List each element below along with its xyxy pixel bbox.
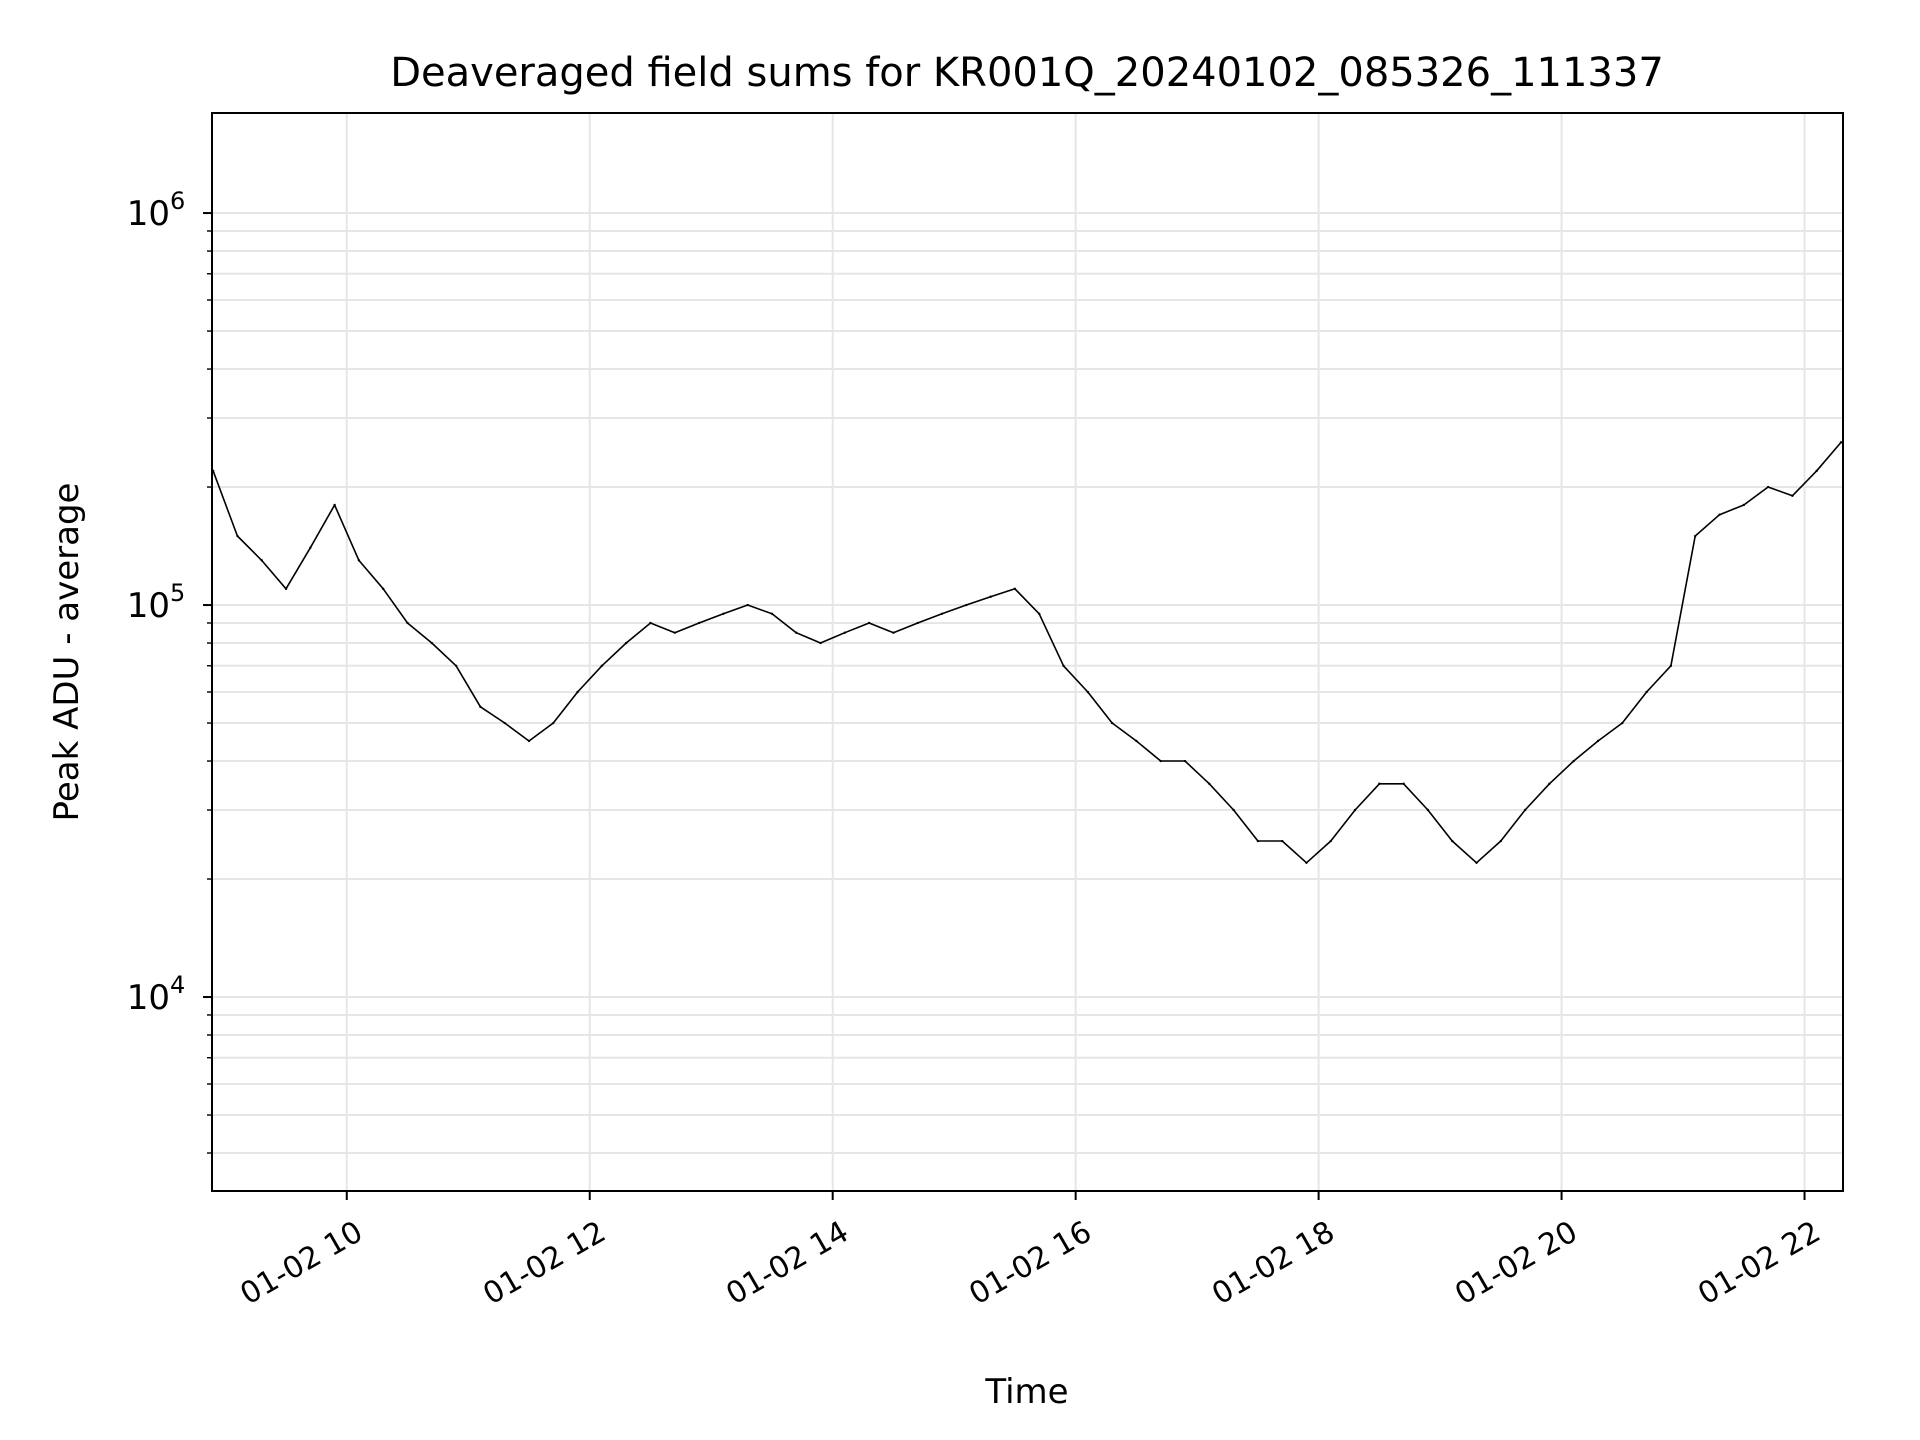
grid <box>212 113 1843 1191</box>
data-point <box>1621 721 1624 725</box>
data-point <box>1062 664 1065 667</box>
data-point <box>333 503 336 507</box>
data-point <box>454 664 458 667</box>
data-point <box>1548 782 1551 785</box>
data-point <box>1475 861 1478 865</box>
data-point <box>1086 690 1090 694</box>
data-point <box>1693 534 1697 538</box>
data-point <box>382 587 385 591</box>
data-point <box>1353 808 1357 812</box>
data-point <box>552 721 555 725</box>
data-point <box>576 690 579 694</box>
data-point <box>1305 861 1308 865</box>
data-point <box>1718 513 1721 516</box>
data-point <box>1791 494 1794 497</box>
data-point <box>1815 469 1818 473</box>
data-point <box>649 621 652 625</box>
data-point <box>1208 782 1211 785</box>
data-point <box>236 534 239 538</box>
data-point <box>1523 808 1527 812</box>
data-point <box>260 559 263 562</box>
data-point <box>1645 690 1648 694</box>
data-point <box>1329 839 1332 843</box>
chart-title: Deaveraged field sums for KR001Q_2024010… <box>390 50 1664 96</box>
data-point <box>1256 839 1260 843</box>
data-point <box>940 612 944 615</box>
y-tick-label: 106 <box>127 187 186 234</box>
data-point <box>867 621 871 625</box>
x-axis-label: Time <box>984 1372 1068 1412</box>
data-point <box>1572 759 1575 763</box>
data-point <box>795 631 798 634</box>
data-point <box>746 603 749 607</box>
data-point <box>527 739 531 743</box>
data-point <box>430 641 434 645</box>
data-point <box>1839 441 1843 444</box>
data-point <box>624 641 628 645</box>
data-point <box>1110 721 1114 725</box>
data-point <box>697 621 701 625</box>
data-point <box>1451 839 1454 843</box>
data-point <box>819 641 822 645</box>
data-point <box>479 705 482 709</box>
data-point <box>965 603 968 607</box>
y-tick-label: 105 <box>127 579 186 626</box>
data-point <box>673 631 676 634</box>
data-point <box>989 595 992 598</box>
data-point <box>1378 782 1381 785</box>
data-point <box>600 664 604 667</box>
data-point <box>1013 587 1017 591</box>
data-point <box>1499 839 1503 843</box>
data-point <box>309 546 312 549</box>
data-point <box>1766 485 1770 489</box>
series-line <box>211 441 1843 865</box>
series-path-0 <box>212 441 1842 864</box>
data-point <box>770 612 774 615</box>
data-point <box>892 631 895 634</box>
data-point <box>1742 503 1745 507</box>
y-tick-label: 104 <box>127 971 186 1018</box>
data-point <box>1159 759 1162 763</box>
data-point <box>843 631 847 634</box>
data-point <box>1402 782 1405 785</box>
data-point <box>284 587 288 591</box>
data-point <box>1426 808 1430 812</box>
data-point <box>1135 739 1138 743</box>
data-point <box>1183 759 1187 763</box>
data-point <box>357 559 361 562</box>
data-point <box>1038 612 1041 615</box>
data-point <box>1232 808 1235 812</box>
data-point <box>1596 739 1600 743</box>
data-point <box>503 721 506 725</box>
data-point <box>1669 664 1673 667</box>
data-point <box>722 612 725 615</box>
data-point <box>916 621 919 625</box>
data-point <box>1280 839 1284 843</box>
y-axis-label: Peak ADU - average <box>47 483 87 822</box>
axes-frame <box>211 112 1844 1192</box>
data-point <box>406 621 409 625</box>
